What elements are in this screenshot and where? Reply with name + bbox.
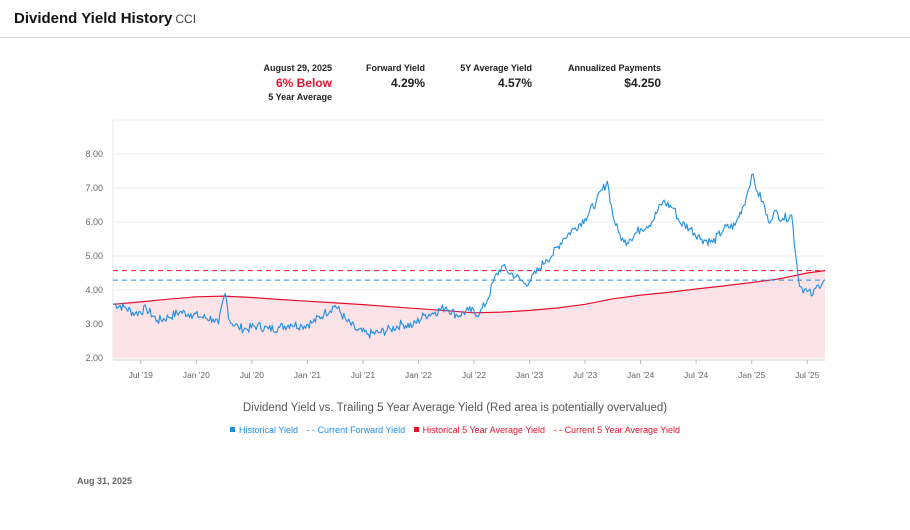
yield-chart[interactable]: 2.00 3.00 4.00 5.00 6.00 7.00 8.00 Jul '19 Jan '… <box>0 110 910 390</box>
stat-payments-value: $4.250 <box>624 76 661 90</box>
stat-forward-label: Forward Yield <box>365 63 425 73</box>
legend-square-icon <box>413 427 419 433</box>
legend-label: Current 5 Year Average Yield <box>564 425 680 435</box>
stat-date-comparison: August 29, 2025 6% Below 5 Year Average <box>263 62 332 104</box>
y-tick-label: 4.00 <box>85 285 103 295</box>
legend-label: Current Forward Yield <box>317 425 406 435</box>
legend-item-current-average[interactable]: - - Current 5 Year Average Yield <box>554 425 680 435</box>
stat-comparison-sub: 5 Year Average <box>268 92 332 102</box>
y-tick-label: 8.00 <box>85 149 103 159</box>
stat-annualized-payments: Annualized Payments $4.250 <box>568 62 661 91</box>
x-tick-label: Jan '20 <box>183 370 210 380</box>
y-tick-label: 3.00 <box>85 319 103 329</box>
x-tick-label: Jul '24 <box>684 370 709 380</box>
x-tick-label: Jul '20 <box>240 370 265 380</box>
footer-date: Aug 31, 2025 <box>77 476 133 486</box>
stat-forward-value: 4.29% <box>390 76 425 90</box>
legend-item-historical-average[interactable]: Historical 5 Year Average Yield <box>413 425 548 435</box>
chart-subtitle: Dividend Yield vs. Trailing 5 Year Avera… <box>242 402 668 414</box>
x-tick-label: Jul '21 <box>351 370 376 380</box>
x-tick-label: Jan '24 <box>627 370 654 380</box>
stat-avg-label: 5Y Average Yield <box>460 63 532 73</box>
stat-payments-label: Annualized Payments <box>567 63 661 73</box>
legend-item-current-forward-yield[interactable]: - - Current Forward Yield <box>307 425 408 435</box>
legend-dash-icon: - - <box>553 425 565 435</box>
page-header: Dividend Yield History CCI <box>0 0 910 38</box>
stat-comparison-value: 6% Below <box>275 76 332 90</box>
legend-item-historical-yield[interactable]: Historical Yield <box>230 425 301 435</box>
x-tick-label: Jul '22 <box>462 370 487 380</box>
chart-legend: Historical Yield - - Current Forward Yie… <box>0 425 910 435</box>
x-tick-label: Jan '23 <box>516 370 543 380</box>
legend-label: Historical 5 Year Average Yield <box>422 425 546 435</box>
series-line-historical-yield <box>112 173 826 339</box>
y-tick-label: 7.00 <box>85 183 103 193</box>
legend-square-icon <box>230 427 236 433</box>
y-tick-label: 2.00 <box>85 353 103 363</box>
x-tick-label: Jan '22 <box>405 370 432 380</box>
y-tick-label: 6.00 <box>85 217 103 227</box>
x-tick-label: Jan '21 <box>294 370 321 380</box>
stat-forward-yield: Forward Yield 4.29% <box>366 62 425 91</box>
x-tick-label: Jul '19 <box>129 370 154 380</box>
x-tick-label: Jul '25 <box>795 370 820 380</box>
stat-average-yield: 5Y Average Yield 4.57% <box>460 62 532 91</box>
stat-date-label: August 29, 2025 <box>263 63 332 73</box>
y-tick-label: 5.00 <box>85 251 103 261</box>
legend-label: Historical Yield <box>239 425 299 435</box>
legend-dash-icon: - - <box>306 425 318 435</box>
stat-avg-value: 4.57% <box>497 76 532 90</box>
x-tick-label: Jul '23 <box>573 370 598 380</box>
ticker-symbol: CCI <box>175 12 197 26</box>
x-tick-label: Jan '25 <box>738 370 765 380</box>
overvalued-area <box>113 270 825 358</box>
title-text: Dividend Yield History <box>14 10 173 27</box>
page-title: Dividend Yield History CCI <box>14 10 196 27</box>
